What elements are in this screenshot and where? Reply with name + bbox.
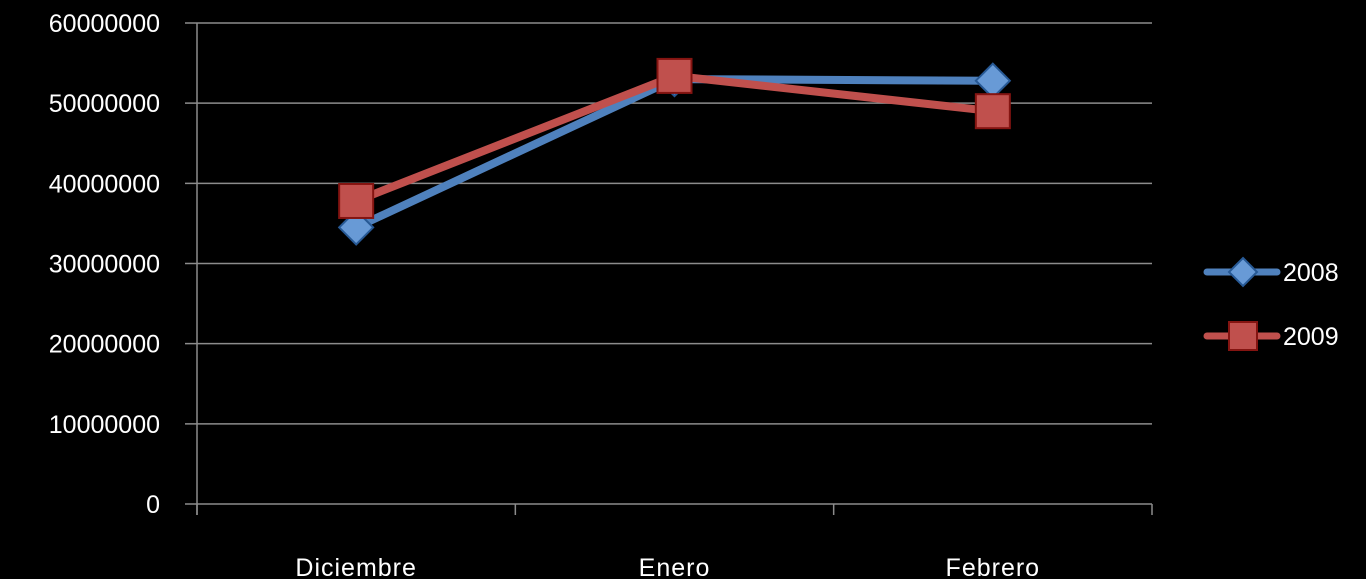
legend-marker-2008 (1227, 256, 1259, 288)
series-layer (337, 57, 1012, 246)
x-tick-label: Febrero (946, 554, 1041, 579)
legend-marker-2009 (1228, 321, 1258, 351)
data-point-2009 (656, 57, 693, 94)
y-tick-label: 10000000 (49, 411, 160, 439)
y-tick-label: 30000000 (49, 251, 160, 279)
legend-label-2009: 2009 (1283, 323, 1339, 351)
y-tick-label: 60000000 (49, 10, 160, 38)
legend: 2008 2009 (1203, 256, 1339, 351)
axis-layer: 0 10000000 20000000 30000000 40000000 5000000… (49, 10, 1153, 579)
data-point-2008 (974, 62, 1012, 100)
legend-label-2008: 2008 (1283, 259, 1339, 287)
y-tick-label: 20000000 (49, 331, 160, 359)
data-point-2009 (338, 182, 375, 219)
x-tick-label: Diciembre (295, 554, 417, 579)
x-tick-label: Enero (639, 554, 711, 579)
y-tick-label: 50000000 (49, 90, 160, 118)
data-point-2009 (974, 93, 1011, 130)
y-tick-label: 40000000 (49, 170, 160, 198)
y-tick-label: 0 (146, 491, 160, 519)
